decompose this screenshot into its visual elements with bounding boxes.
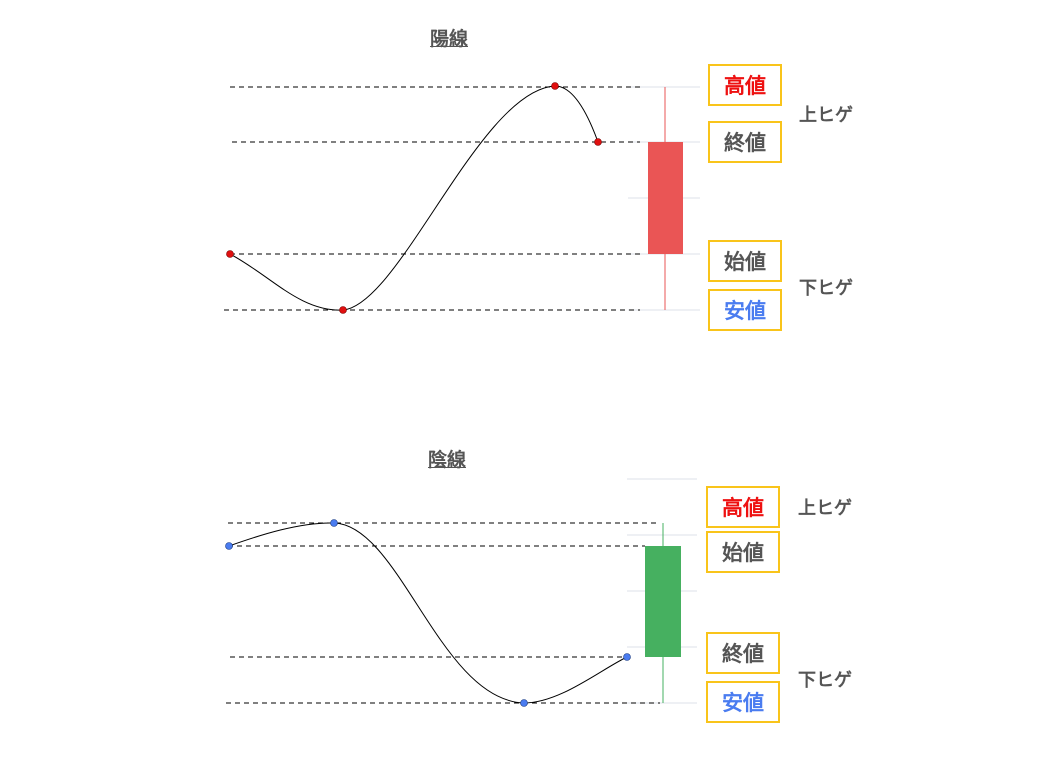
bearish-low-label: 安値 [706,681,780,723]
bearish-high-point [330,519,338,527]
dashed-guides [224,86,660,704]
bullish-high-point [551,82,559,90]
bearish-candle-body [645,546,681,657]
bullish-low-label: 安値 [708,289,782,331]
bearish-title: 陰線 [427,449,467,471]
bullish-title: 陽線 [429,28,469,50]
bearish-upper-shadow-label: 上ヒゲ [798,498,852,519]
bullish-lower-shadow-label: 下ヒゲ [799,278,853,299]
bullish-upper-shadow-label: 上ヒゲ [799,105,853,126]
bullish-close-point [594,138,602,146]
bullish-open-point [226,250,234,258]
bearish-close-point [623,653,631,661]
bearish-open-point [225,542,233,550]
bearish-lower-shadow-label: 下ヒゲ [798,670,852,691]
bearish-low-point [520,699,528,707]
bearish-close-label: 終値 [706,632,780,674]
bullish-close-label: 終値 [708,121,782,163]
bearish-price-path [228,522,628,704]
bullish-high-label: 高値 [708,64,782,106]
bearish-high-label: 高値 [706,486,780,528]
bullish-candle-body [648,142,683,254]
bullish-low-point [339,306,347,314]
bullish-price-path [229,85,599,311]
bearish-open-label: 始値 [706,531,780,573]
bullish-open-label: 始値 [708,240,782,282]
